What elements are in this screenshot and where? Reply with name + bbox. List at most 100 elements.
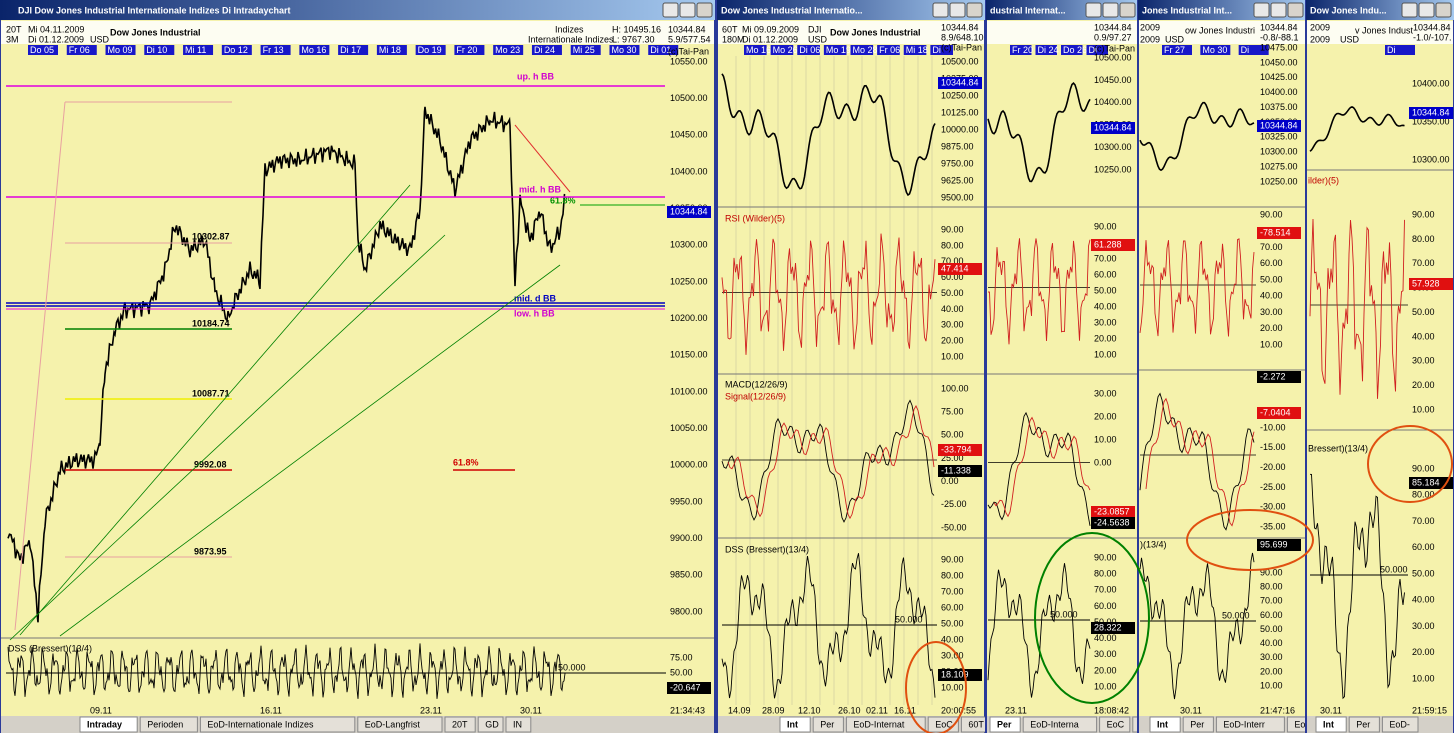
date-tab[interactable]	[66, 45, 97, 55]
date-tab[interactable]	[1061, 45, 1083, 55]
axis-label: 10.00	[1412, 673, 1435, 683]
axis-label: 10.00	[941, 351, 964, 361]
sheet-tab[interactable]	[199, 716, 356, 733]
sheet-tab[interactable]	[139, 716, 198, 733]
date-tab[interactable]	[1010, 45, 1032, 55]
sheet-tab[interactable]	[477, 716, 504, 733]
sheet-tab[interactable]	[1182, 716, 1214, 733]
sheet-tab[interactable]	[505, 716, 532, 733]
date-tab[interactable]	[260, 45, 291, 55]
header-text: 10344.84	[1413, 22, 1451, 32]
axis-label: 90.00	[1094, 221, 1117, 231]
info-area	[1, 21, 714, 44]
trend-line	[514, 124, 571, 193]
sheet-tab[interactable]	[79, 716, 138, 733]
window-max-button[interactable]	[679, 2, 696, 18]
date-tab[interactable]	[1086, 45, 1109, 55]
sheet-tab[interactable]	[779, 716, 811, 733]
axis-label: 60.00	[941, 602, 964, 612]
date-tab[interactable]	[1200, 45, 1231, 55]
window-min-button[interactable]	[1401, 2, 1418, 18]
clock-time: 18:08:42	[1094, 705, 1129, 715]
date-tab[interactable]	[415, 45, 446, 55]
sheet-tab[interactable]	[989, 716, 1021, 733]
value-tag	[1409, 107, 1453, 119]
sheet-tab[interactable]	[444, 716, 476, 733]
window-close-button[interactable]	[696, 2, 713, 18]
date-tab[interactable]	[454, 45, 485, 55]
date-tab[interactable]	[105, 45, 136, 55]
window-close-button[interactable]	[966, 2, 983, 18]
date-tab[interactable]	[903, 45, 927, 55]
window-max-button[interactable]	[1418, 2, 1435, 18]
date-tab-label: Di 06	[799, 45, 820, 55]
clock-time: 21:47:16	[1260, 705, 1295, 715]
sheet-tab-label: Int	[787, 719, 798, 729]
window-max-button[interactable]	[1102, 2, 1119, 18]
level-label: 50.000	[1380, 564, 1408, 574]
sheet-tab[interactable]	[845, 716, 926, 733]
axis-label: 70.00	[941, 256, 964, 266]
date-tab[interactable]	[850, 45, 874, 55]
sheet-tab[interactable]	[1215, 716, 1285, 733]
axis-label: 9800.00	[670, 606, 703, 616]
date-tab[interactable]	[376, 45, 407, 55]
date-tab[interactable]	[221, 45, 252, 55]
window-max-button[interactable]	[1270, 2, 1287, 18]
window-close-button[interactable]	[1287, 2, 1304, 18]
date-tab-label: Di 24	[1038, 45, 1059, 55]
window-close-button[interactable]	[1119, 2, 1136, 18]
value-tag-label: 10344.84	[1260, 120, 1298, 130]
date-tab[interactable]	[930, 45, 953, 55]
window-min-button[interactable]	[662, 2, 679, 18]
sheet-tab-label: Perioden	[147, 719, 183, 729]
window-min-button[interactable]	[932, 2, 949, 18]
sheet-tab[interactable]	[1315, 716, 1347, 733]
date-tab[interactable]	[570, 45, 601, 55]
header-text: 8.9/648.10	[941, 32, 984, 42]
axis-label: 10375.00	[1260, 102, 1298, 112]
date-tab[interactable]	[28, 45, 58, 55]
axis-label: 90.00	[1412, 463, 1435, 473]
sheet-tab[interactable]	[1381, 716, 1419, 733]
sheet-tab[interactable]	[1099, 716, 1131, 733]
sheet-tab-label: Int	[1323, 719, 1334, 729]
date-tab[interactable]	[1035, 45, 1058, 55]
date-tab[interactable]	[797, 45, 820, 55]
level-label: 50.000	[895, 614, 923, 624]
date-tab[interactable]	[531, 45, 562, 55]
axis-label: 20.00	[1412, 380, 1435, 390]
sheet-tab[interactable]	[1348, 716, 1380, 733]
date-tab[interactable]	[1238, 45, 1269, 55]
date-tab[interactable]	[299, 45, 330, 55]
date-tab[interactable]	[1162, 45, 1192, 55]
date-tab-label: Di 17	[340, 45, 361, 55]
axis-label: 40.00	[941, 304, 964, 314]
annotation: 10087.71	[192, 388, 230, 398]
date-tab[interactable]	[493, 45, 524, 55]
date-tab[interactable]	[338, 45, 369, 55]
window-min-button[interactable]	[1085, 2, 1102, 18]
window-min-button[interactable]	[1253, 2, 1270, 18]
date-tab[interactable]	[770, 45, 794, 55]
sheet-tab[interactable]	[812, 716, 844, 733]
sheet-tab[interactable]	[1149, 716, 1181, 733]
axis-label: -35.00	[1260, 521, 1286, 531]
date-tab[interactable]	[144, 45, 175, 55]
sheet-tab[interactable]	[357, 716, 443, 733]
window-close-button[interactable]	[1435, 2, 1452, 18]
sheet-tab[interactable]	[1022, 716, 1098, 733]
header-text: Di 01.12.2009	[742, 34, 798, 44]
date-tab[interactable]	[744, 45, 767, 55]
panel-label: ilder)(5)	[1308, 175, 1339, 185]
date-tab[interactable]	[609, 45, 640, 55]
date-tab[interactable]	[648, 45, 679, 55]
axis-label: 70.00	[1094, 585, 1117, 595]
header-text: v Jones Indust	[1355, 25, 1414, 35]
oscillator-trace	[7, 643, 566, 699]
window-max-button[interactable]	[949, 2, 966, 18]
date-tab[interactable]	[823, 45, 847, 55]
date-tab[interactable]	[183, 45, 214, 55]
date-tab[interactable]	[877, 45, 900, 55]
date-tab[interactable]	[1385, 45, 1415, 55]
